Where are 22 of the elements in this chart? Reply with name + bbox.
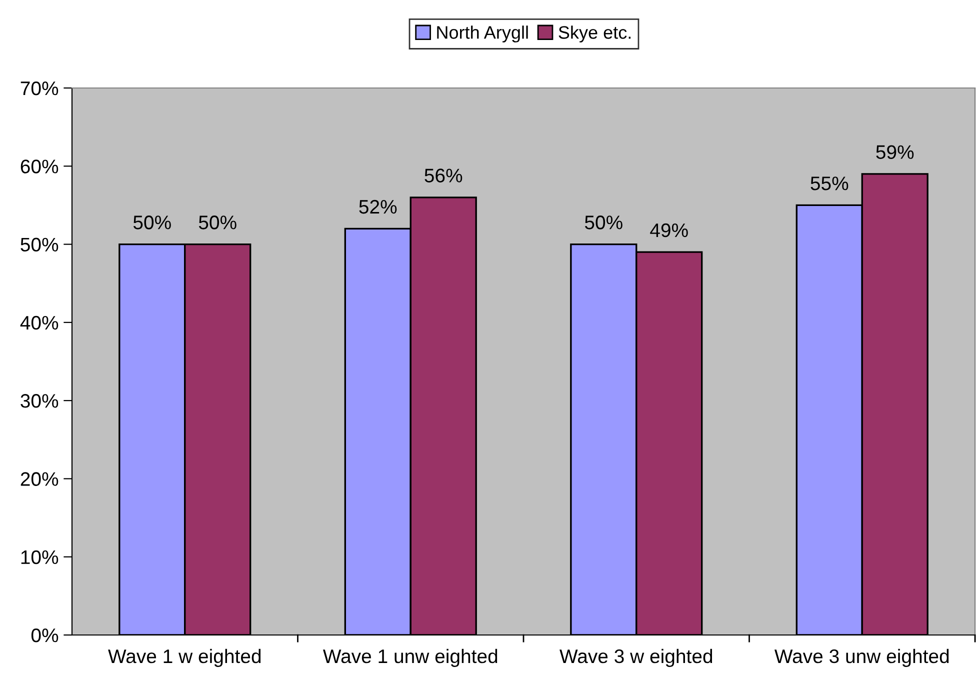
data-label: 50% (198, 216, 236, 230)
y-tick-label: 50% (20, 238, 58, 252)
x-tick-label: Wave 1 w eighted (108, 648, 261, 668)
legend-label: Skye etc. (558, 26, 631, 42)
data-label: 56% (424, 168, 462, 182)
y-tick-label: 30% (20, 394, 58, 408)
y-tick-label: 70% (20, 81, 58, 96)
y-tick-label: 10% (21, 550, 58, 564)
x-tick-label: Wave 3 unw eighted (774, 648, 949, 668)
data-label: 59% (876, 145, 914, 160)
y-tick-label: 60% (20, 160, 58, 174)
y-tick-label: 20% (20, 472, 58, 486)
data-label: 52% (359, 200, 397, 214)
legend-label: North Arygll (437, 26, 528, 42)
data-label: 50% (584, 216, 622, 230)
data-label: 50% (133, 216, 171, 230)
y-tick-label: 40% (20, 316, 58, 330)
x-tick-label: Wave 1 unw eighted (322, 648, 498, 668)
data-label: 49% (650, 223, 688, 238)
y-tick-label: 0% (31, 628, 58, 642)
x-tick-label: Wave 3 w eighted (560, 648, 712, 668)
data-label: 55% (810, 176, 848, 190)
